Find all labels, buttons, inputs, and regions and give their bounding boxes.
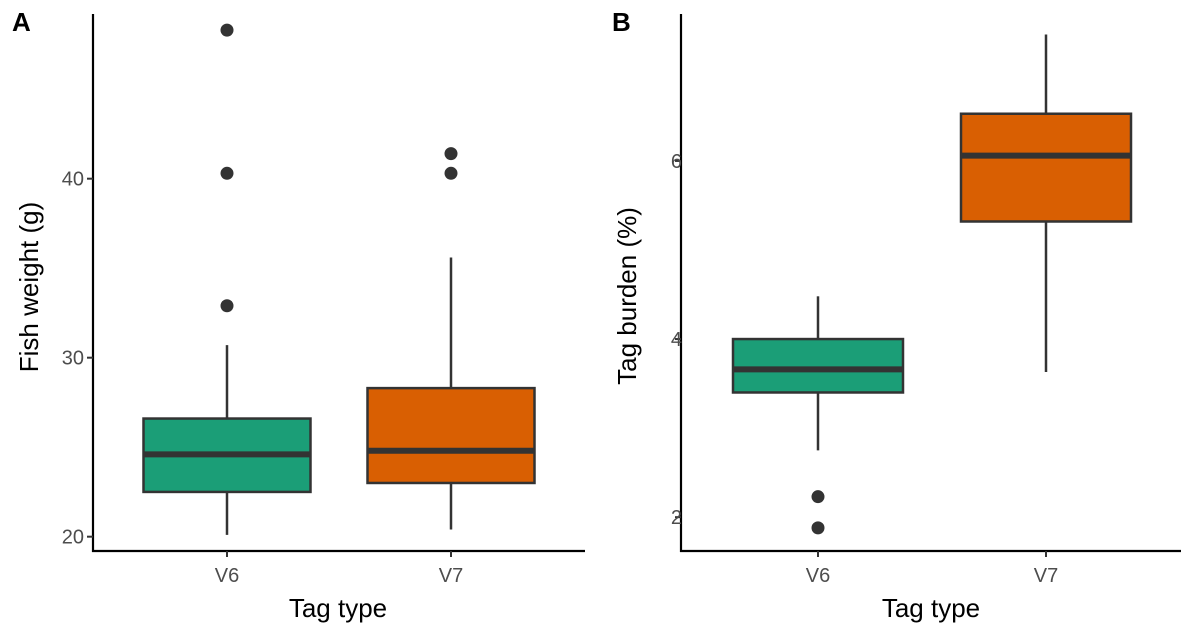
box-v7: [959, 112, 1133, 223]
y-axis-title: Tag burden (%): [612, 207, 642, 385]
panel-a: A Tag type Fish weight (g) 20 30 40 V6 V7: [12, 7, 585, 623]
x-tick-label: V7: [439, 565, 463, 587]
x-axis-title: Tag type: [289, 593, 387, 623]
x-tick-label: V6: [806, 565, 830, 587]
plot-area: 2 4 6 V6 V7: [671, 14, 1181, 587]
outlier-point: [811, 521, 825, 535]
y-tick-label: 4: [671, 329, 682, 351]
plot-area: 20 30 40 V6 V7: [62, 14, 585, 587]
y-axis-title: Fish weight (g): [14, 202, 44, 373]
y-tick-label: 30: [62, 348, 84, 370]
outlier-point: [220, 166, 234, 180]
box-v7: [366, 386, 536, 485]
outlier-point: [444, 147, 458, 161]
box-v6: [731, 337, 905, 394]
x-tick-label: V6: [215, 565, 239, 587]
outlier-point: [444, 166, 458, 180]
outlier-point: [220, 23, 234, 37]
y-tick-label: 6: [671, 151, 682, 173]
y-tick-label: 2: [671, 507, 682, 529]
x-tick-label: V7: [1034, 565, 1058, 587]
x-axis-title: Tag type: [882, 593, 980, 623]
outlier-point: [220, 299, 234, 313]
y-tick-label: 20: [62, 527, 84, 549]
panel-label: A: [12, 7, 31, 37]
y-tick-label: 40: [62, 169, 84, 191]
outlier-point: [811, 490, 825, 504]
panel-b: B Tag type Tag burden (%) 2 4 6 V6 V7: [612, 7, 1181, 623]
panel-label: B: [612, 7, 631, 37]
